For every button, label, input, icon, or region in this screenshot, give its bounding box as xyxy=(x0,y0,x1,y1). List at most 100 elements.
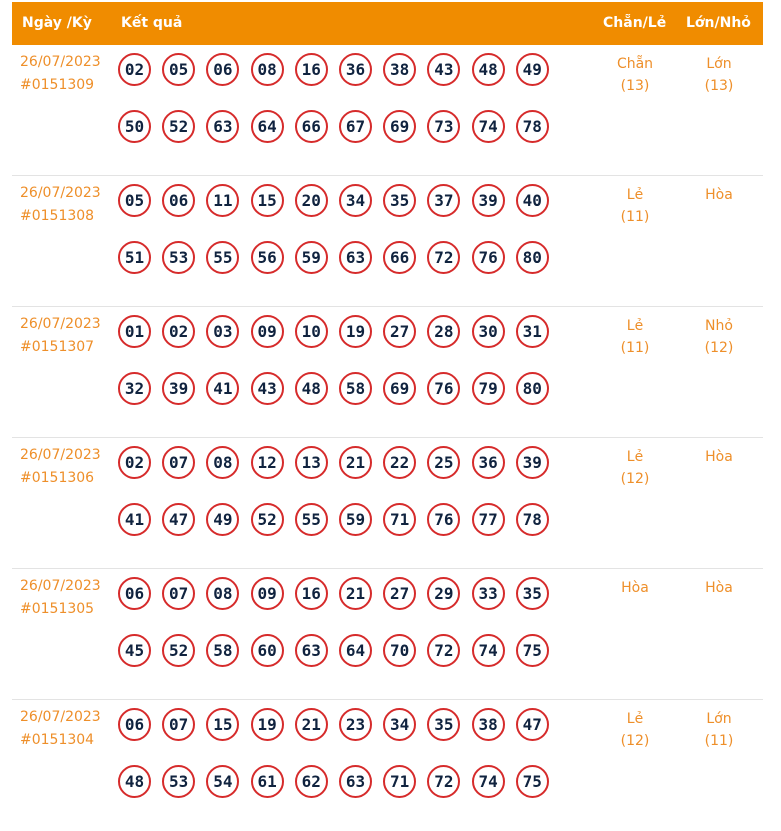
draw-date: 26/07/2023 xyxy=(20,578,101,594)
result-row: 26/07/2023 #0151306 02 07 08 12 13 21 22 25 36 39 41… xyxy=(12,438,763,569)
number-ball: 49 xyxy=(515,53,549,86)
number-ball: 32 xyxy=(118,372,151,405)
number-ball: 74 xyxy=(471,765,505,798)
number-ball: 41 xyxy=(206,372,240,405)
number-ball: 21 xyxy=(294,708,328,741)
even-odd-label: Lẻ xyxy=(626,711,644,727)
draw-number: #0151308 xyxy=(20,208,95,224)
number-ball: 35 xyxy=(427,708,461,741)
number-ball: 52 xyxy=(250,503,284,536)
result-row: 26/07/2023 #0151308 05 06 11 15 20 34 35 37 39 40 51… xyxy=(12,176,763,307)
number-ball: 27 xyxy=(383,577,417,610)
number-ball: 77 xyxy=(471,503,505,536)
number-ball: 73 xyxy=(427,110,461,143)
number-ball: 52 xyxy=(162,634,196,667)
draw-number: #0151307 xyxy=(20,339,95,355)
number-ball: 29 xyxy=(427,577,461,610)
number-ball: 01 xyxy=(118,315,151,348)
number-ball: 06 xyxy=(118,708,151,741)
number-ball: 74 xyxy=(471,634,505,667)
number-ball: 21 xyxy=(339,577,372,610)
number-ball: 67 xyxy=(339,110,372,143)
number-ball: 71 xyxy=(383,765,417,798)
number-ball: 05 xyxy=(118,184,151,217)
number-ball: 30 xyxy=(471,315,505,348)
even-odd-result: Lẻ (11) xyxy=(605,184,665,228)
result-row: 26/07/2023 #0151309 02 05 06 08 16 36 38 43 48 49 50… xyxy=(12,45,763,176)
even-odd-result: Lẻ (11) xyxy=(605,315,665,359)
number-ball: 63 xyxy=(206,110,240,143)
number-ball: 70 xyxy=(383,634,417,667)
number-ball: 09 xyxy=(250,315,284,348)
even-odd-label: Chẵn xyxy=(616,56,654,72)
draw-date: 26/07/2023 xyxy=(20,54,101,70)
number-ball: 48 xyxy=(294,372,328,405)
even-odd-label: Hòa xyxy=(621,580,649,596)
number-ball: 75 xyxy=(515,634,549,667)
number-ball: 31 xyxy=(515,315,549,348)
number-ball: 19 xyxy=(339,315,372,348)
number-ball: 08 xyxy=(250,53,284,86)
even-odd-count: (12) xyxy=(620,733,650,749)
number-ball: 56 xyxy=(250,241,284,274)
number-ball: 38 xyxy=(383,53,417,86)
draw-number: #0151309 xyxy=(20,77,95,93)
draw-number: #0151305 xyxy=(20,601,95,617)
number-ball: 05 xyxy=(162,53,196,86)
number-ball: 33 xyxy=(471,577,505,610)
number-ball: 52 xyxy=(162,110,196,143)
number-ball: 19 xyxy=(250,708,284,741)
number-ball: 39 xyxy=(471,184,505,217)
number-ball: 35 xyxy=(383,184,417,217)
number-ball: 69 xyxy=(383,110,417,143)
even-odd-result: Lẻ (12) xyxy=(605,708,665,752)
number-ball: 62 xyxy=(294,765,328,798)
number-ball: 49 xyxy=(206,503,240,536)
number-ball: 63 xyxy=(294,634,328,667)
number-ball: 43 xyxy=(250,372,284,405)
even-odd-label: Lẻ xyxy=(626,449,644,465)
number-ball: 25 xyxy=(427,446,461,479)
number-ball: 45 xyxy=(118,634,151,667)
number-ball: 11 xyxy=(206,184,240,217)
number-ball: 72 xyxy=(427,241,461,274)
number-ball: 15 xyxy=(250,184,284,217)
number-ball: 69 xyxy=(383,372,417,405)
number-ball: 43 xyxy=(427,53,461,86)
even-odd-count: (11) xyxy=(620,209,650,225)
number-ball: 13 xyxy=(294,446,328,479)
number-ball: 37 xyxy=(427,184,461,217)
big-small-label: Lớn xyxy=(706,56,732,72)
number-ball: 02 xyxy=(162,315,196,348)
number-ball: 06 xyxy=(206,53,240,86)
big-small-result: Hòa xyxy=(689,577,749,599)
number-ball: 80 xyxy=(515,241,549,274)
number-ball: 10 xyxy=(294,315,328,348)
number-ball: 76 xyxy=(427,372,461,405)
number-ball: 59 xyxy=(339,503,372,536)
result-row: 26/07/2023 #0151304 06 07 15 19 21 23 34 35 38 47 48… xyxy=(12,700,763,831)
even-odd-count: (13) xyxy=(620,78,650,94)
draw-date: 26/07/2023 xyxy=(20,709,101,725)
number-ball: 50 xyxy=(118,110,151,143)
number-ball: 63 xyxy=(339,765,372,798)
number-ball: 72 xyxy=(427,765,461,798)
number-ball: 78 xyxy=(515,503,549,536)
big-small-result: Hòa xyxy=(689,446,749,468)
number-ball: 07 xyxy=(162,577,196,610)
draw-number: #0151306 xyxy=(20,470,95,486)
header-date-draw: Ngày /Kỳ xyxy=(22,15,92,31)
number-ball: 15 xyxy=(206,708,240,741)
number-ball: 53 xyxy=(162,765,196,798)
number-ball: 63 xyxy=(339,241,372,274)
number-ball: 72 xyxy=(427,634,461,667)
number-ball: 12 xyxy=(250,446,284,479)
number-ball: 35 xyxy=(515,577,549,610)
number-ball: 80 xyxy=(515,372,549,405)
number-ball: 54 xyxy=(206,765,240,798)
number-ball: 09 xyxy=(250,577,284,610)
number-ball: 27 xyxy=(383,315,417,348)
header-big-small: Lớn/Nhỏ xyxy=(686,15,751,31)
number-ball: 06 xyxy=(162,184,196,217)
number-ball: 41 xyxy=(118,503,151,536)
